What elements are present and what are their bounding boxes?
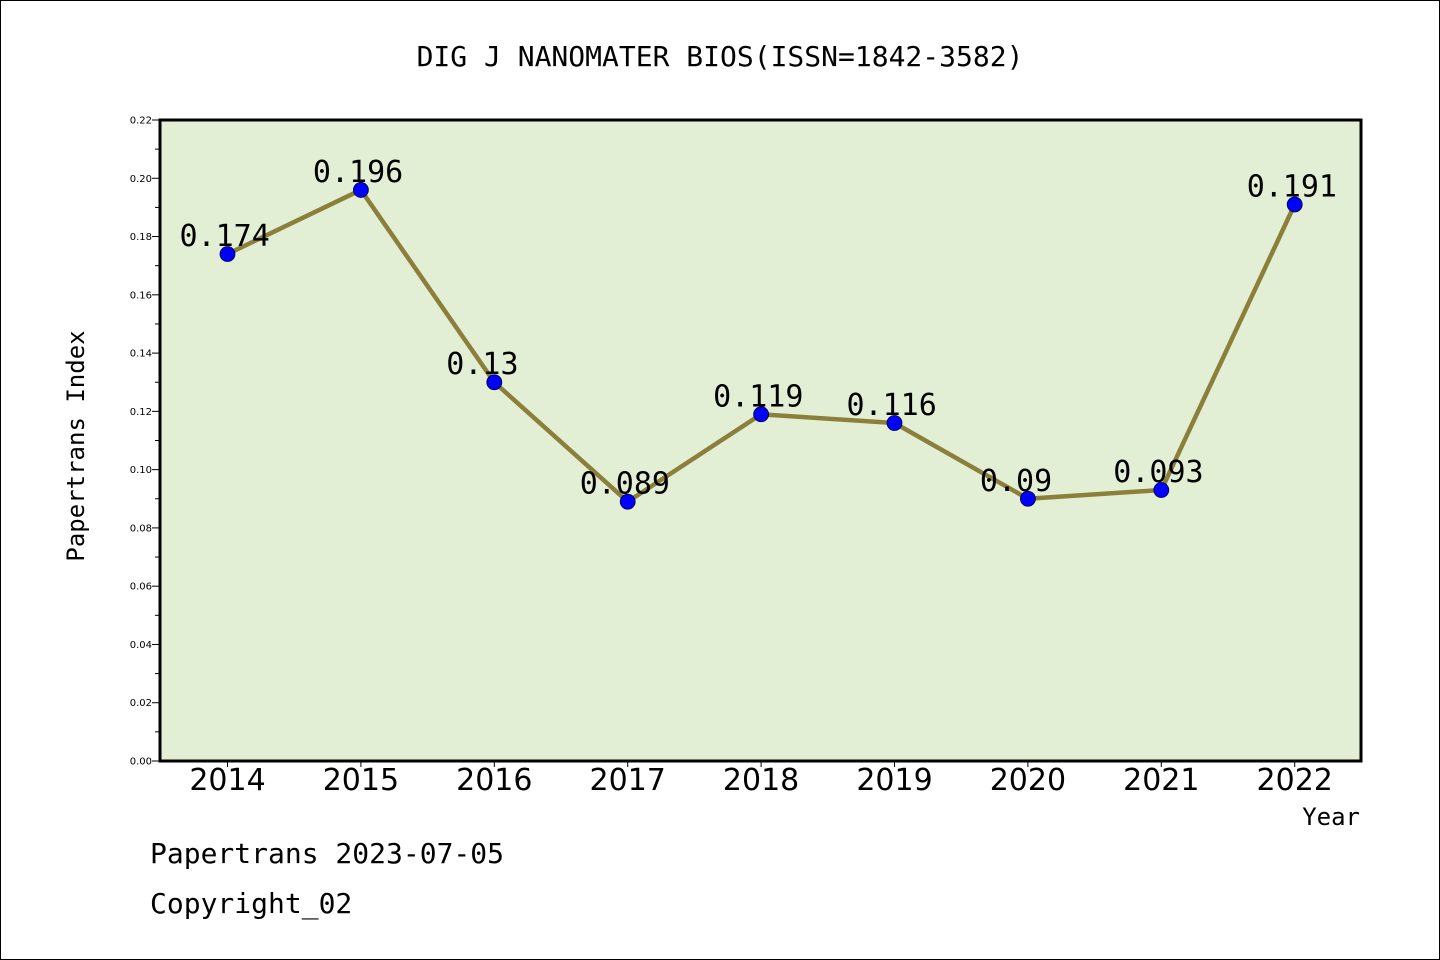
x-tick-label: 2014 <box>189 763 265 798</box>
data-point <box>486 374 503 391</box>
data-point <box>886 415 903 431</box>
x-axis-label: Year <box>1302 803 1360 831</box>
x-tick-label: 2015 <box>323 763 399 798</box>
data-label: 0.09 <box>980 464 1052 499</box>
data-point <box>1020 490 1036 507</box>
y-tick-label: 0.14 <box>130 349 152 360</box>
x-tick-label: 2019 <box>856 763 932 798</box>
data-label: 0.089 <box>580 467 670 502</box>
y-tick-label: 0.00 <box>130 757 152 768</box>
data-point <box>619 493 636 510</box>
y-tick-label: 0.20 <box>130 174 152 185</box>
x-tick-label: 2020 <box>990 763 1066 798</box>
x-tick-label: 2018 <box>723 763 799 798</box>
data-label: 0.174 <box>180 219 270 254</box>
data-point <box>1286 196 1303 213</box>
data-label: 0.196 <box>313 155 403 190</box>
y-axis: 0.00 0.02 0.04 0.06 0.08 0.10 0.12 0.14 0.16 0.18… <box>130 116 160 768</box>
y-tick-label: 0.04 <box>130 640 152 651</box>
x-tick-label: 2021 <box>1123 763 1199 798</box>
y-tick-label: 0.06 <box>130 582 152 593</box>
data-point <box>1153 482 1170 498</box>
data-label: 0.093 <box>1113 455 1203 490</box>
y-tick-label: 0.02 <box>130 698 152 709</box>
x-tick-label: 2017 <box>590 763 666 798</box>
data-point <box>219 246 236 262</box>
series-markers <box>219 182 1303 510</box>
data-point <box>352 182 369 198</box>
data-point <box>753 406 769 423</box>
y-tick-label: 0.18 <box>130 232 152 243</box>
footer-date: Papertrans 2023-07-05 <box>150 837 504 870</box>
plot-area <box>158 118 1363 763</box>
y-tick-label: 0.22 <box>130 116 152 127</box>
data-label: 0.191 <box>1247 169 1337 204</box>
y-tick-label: 0.12 <box>130 407 152 418</box>
data-label: 0.119 <box>713 379 803 414</box>
x-axis: 2014 2015 2016 2017 2018 2019 2020 2021 2022 <box>189 761 1333 798</box>
data-label: 0.13 <box>446 347 518 382</box>
y-axis-label: Papertrans Index <box>62 330 90 561</box>
x-tick-label: 2016 <box>456 763 532 798</box>
y-tick-label: 0.08 <box>130 523 152 534</box>
y-tick-label: 0.10 <box>130 465 152 476</box>
y-tick-label: 0.16 <box>130 290 152 301</box>
footer-copyright: Copyright_02 <box>150 887 352 921</box>
data-label: 0.116 <box>847 388 937 423</box>
chart-title: DIG J NANOMATER BIOS(ISSN=1842-3582) <box>417 40 1024 73</box>
x-tick-label: 2022 <box>1257 763 1333 798</box>
data-labels: 0.174 0.196 0.13 0.089 0.119 0.116 0.09 0.093 0.… <box>180 155 1338 502</box>
